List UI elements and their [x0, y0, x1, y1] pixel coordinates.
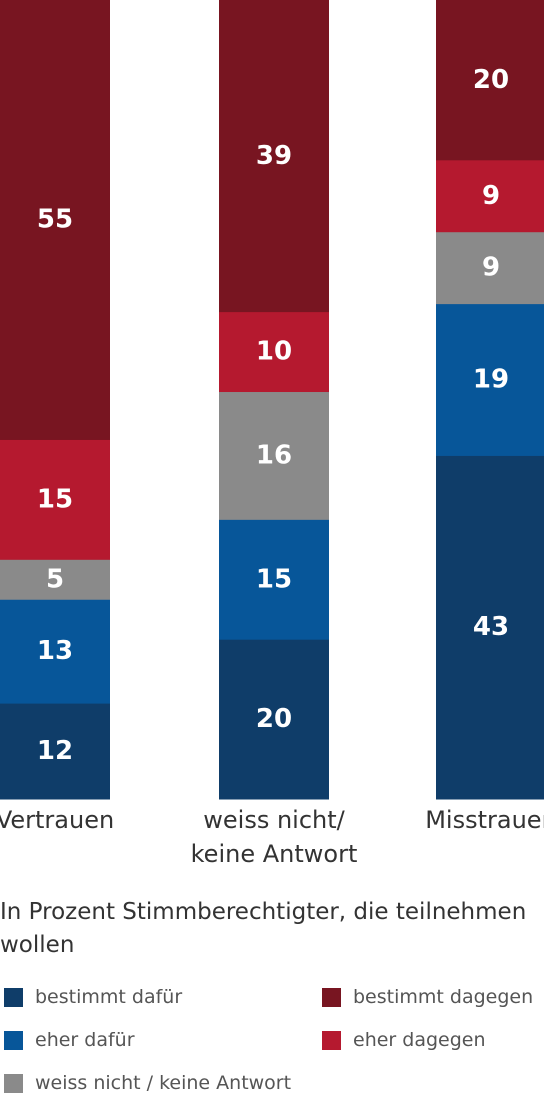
- category-label: Misstrauen: [425, 806, 544, 834]
- legend-item: bestimmt dafür: [4, 986, 182, 1008]
- data-label: 13: [37, 636, 73, 666]
- legend: bestimmt dafür eher dafür weiss nicht / ke…: [0, 980, 544, 1100]
- legend-label: bestimmt dagegen: [353, 986, 534, 1008]
- data-label: 20: [473, 65, 509, 95]
- category-label: Vertrauen: [0, 806, 114, 834]
- bar-segment: [219, 639, 329, 800]
- category-label: weiss nicht/: [203, 806, 345, 834]
- data-label: 15: [37, 484, 73, 514]
- bar-segment: [0, 439, 110, 560]
- data-label: 15: [256, 564, 292, 594]
- bar-segment: [219, 519, 329, 640]
- data-label: 43: [473, 612, 509, 642]
- bar-segment: [436, 231, 544, 305]
- bar-segment: [0, 599, 110, 704]
- data-label: 19: [473, 365, 509, 395]
- data-label: 5: [46, 564, 64, 594]
- data-label: 9: [482, 181, 500, 211]
- data-label: 55: [37, 205, 73, 235]
- data-label: 9: [482, 253, 500, 283]
- legend-swatch: [4, 1073, 23, 1093]
- legend-label: eher dafür: [35, 1029, 135, 1051]
- legend-item: bestimmt dagegen: [322, 986, 533, 1008]
- legend-swatch: [322, 987, 341, 1007]
- data-label: 16: [256, 440, 292, 470]
- data-label: 12: [37, 736, 73, 766]
- bar-segment: [0, 703, 110, 800]
- legend-item: eher dafür: [4, 1029, 135, 1051]
- legend-item: eher dagegen: [322, 1029, 486, 1051]
- legend-label: bestimmt dafür: [35, 986, 183, 1008]
- legend-label: weiss nicht / keine Antwort: [35, 1072, 292, 1094]
- bar-segment: [219, 391, 329, 520]
- bar-segment: [219, 0, 329, 313]
- chart-note: In Prozent Stimmberechtigter, die teilne…: [0, 899, 527, 958]
- data-label: 10: [256, 337, 292, 367]
- bar-segment: [219, 311, 329, 393]
- bar-segment: [436, 0, 544, 161]
- data-label: 20: [256, 704, 292, 734]
- data-label: 39: [256, 141, 292, 171]
- legend-item: weiss nicht / keine Antwort: [4, 1072, 291, 1094]
- legend-swatch: [4, 987, 23, 1007]
- bar-segment: [436, 159, 544, 233]
- bar-segment: [436, 303, 544, 456]
- stacked-bar-chart: 12 13 5 15 55 Vertrauen 20 15 16 10 39 weiss nicht/…: [0, 0, 544, 868]
- category-label: keine Antwort: [191, 840, 358, 868]
- bar-segment: [436, 455, 544, 800]
- legend-swatch: [4, 1030, 23, 1050]
- bar-segment: [0, 0, 110, 440]
- legend-label: eher dagegen: [353, 1029, 486, 1051]
- bar-segment: [0, 559, 110, 600]
- legend-swatch: [322, 1030, 341, 1050]
